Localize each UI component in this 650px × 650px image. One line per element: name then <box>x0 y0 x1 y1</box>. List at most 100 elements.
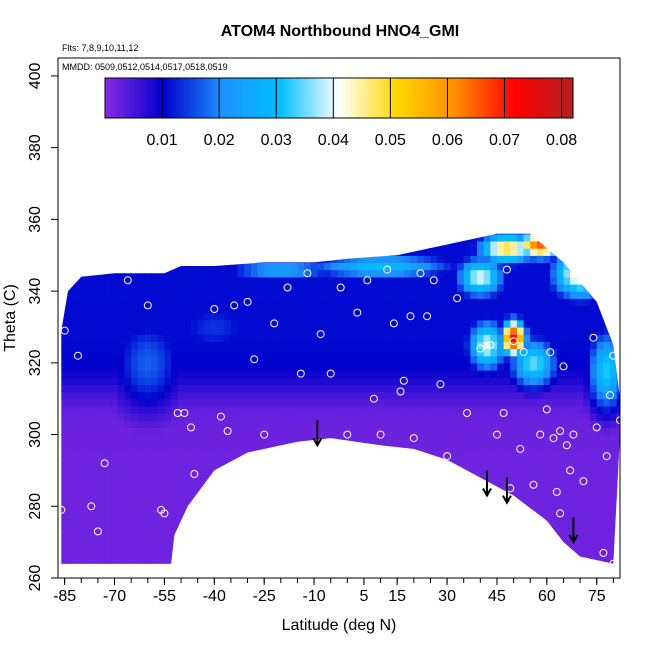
heatmap-cell <box>430 269 438 278</box>
heatmap-cell <box>111 398 119 407</box>
heatmap-cell <box>164 348 172 357</box>
heatmap-cell <box>576 298 585 307</box>
heatmap-cell <box>111 448 119 457</box>
heatmap-cell <box>211 441 219 450</box>
heatmap-cell <box>437 348 445 357</box>
heatmap-cell <box>111 420 119 428</box>
heatmap-cell <box>137 463 146 471</box>
observation-point <box>556 509 565 518</box>
heatmap-cell <box>463 441 471 450</box>
heatmap-cell <box>117 398 126 407</box>
heatmap-cell <box>237 305 245 314</box>
heatmap-cell <box>177 348 185 357</box>
heatmap-cell <box>324 305 332 314</box>
heatmap-cell <box>463 370 471 378</box>
heatmap-cell <box>284 305 292 314</box>
heatmap-cell <box>164 556 172 564</box>
heatmap-cell <box>337 405 345 414</box>
heatmap-cell <box>510 283 518 292</box>
heatmap-cell <box>191 348 199 357</box>
heatmap-cell <box>297 262 305 271</box>
heatmap-cell <box>204 362 212 371</box>
heatmap-cell <box>583 420 591 428</box>
heatmap-cell <box>377 420 385 428</box>
heatmap-cell <box>410 384 418 393</box>
heatmap-cell <box>151 491 159 500</box>
heatmap-cell <box>157 334 166 342</box>
heatmap-cell <box>390 255 398 263</box>
heatmap-cell <box>264 420 272 428</box>
heatmap-cell <box>104 319 112 328</box>
heatmap-cell <box>437 405 445 414</box>
heatmap-cell <box>217 298 225 307</box>
observation-point <box>529 480 538 489</box>
heatmap-cell <box>583 527 591 536</box>
heatmap-cell <box>78 362 86 371</box>
heatmap-cell <box>590 420 598 428</box>
heatmap-cell <box>503 305 511 314</box>
heatmap-cell <box>550 463 558 471</box>
heatmap-cell <box>144 434 152 443</box>
heatmap-cell <box>543 362 551 371</box>
heatmap-cell <box>277 334 285 342</box>
heatmap-cell <box>124 362 132 371</box>
heatmap-cell <box>137 276 146 285</box>
heatmap-cell <box>383 362 392 371</box>
observation-point <box>423 312 432 321</box>
heatmap-cell <box>536 291 545 299</box>
heatmap-cell <box>397 355 405 364</box>
heatmap-cell <box>596 441 604 450</box>
heatmap-cell <box>177 370 185 378</box>
heatmap-cell <box>270 327 279 335</box>
heatmap-cell <box>603 520 611 529</box>
heatmap-cell <box>277 384 285 393</box>
heatmap-cell <box>556 262 565 271</box>
heatmap-cell <box>84 506 92 515</box>
heatmap-cell <box>137 391 146 400</box>
heatmap-cell <box>91 477 99 486</box>
heatmap-cell <box>284 291 292 299</box>
heatmap-cell <box>350 334 358 342</box>
heatmap-cell <box>583 370 591 378</box>
heatmap-cell <box>510 312 518 321</box>
heatmap-cell <box>84 470 92 479</box>
heatmap-cell <box>204 441 212 450</box>
heatmap-cell <box>370 276 378 285</box>
colorbar-segment <box>204 78 208 118</box>
heatmap-cell <box>536 420 545 428</box>
heatmap-cell <box>383 312 392 321</box>
heatmap-cell <box>304 276 312 285</box>
heatmap-cell <box>131 312 139 321</box>
heatmap-cell <box>71 535 79 543</box>
heatmap-cell <box>290 319 299 328</box>
heatmap-cell <box>64 434 72 443</box>
heatmap-cell <box>277 283 285 292</box>
heatmap-cell <box>264 355 272 364</box>
dates-label: MMDD: 0509,0512,0514,0517,0518,0519 <box>62 62 228 72</box>
heatmap-cell <box>91 312 99 321</box>
heatmap-cell <box>603 463 611 471</box>
heatmap-cell <box>610 470 618 479</box>
heatmap-cell <box>563 470 571 479</box>
heatmap-cell <box>157 398 166 407</box>
heatmap-cell <box>403 398 412 407</box>
heatmap-cell <box>257 334 265 342</box>
heatmap-cell <box>257 384 265 393</box>
heatmap-cell <box>171 405 179 414</box>
heatmap-cell <box>596 334 604 342</box>
heatmap-cell <box>230 348 239 357</box>
heatmap-cell <box>61 434 66 443</box>
heatmap-cell <box>184 463 192 471</box>
colorbar-segment <box>339 78 343 118</box>
heatmap-cell <box>596 556 604 564</box>
heatmap-cell <box>191 405 199 414</box>
heatmap-cell <box>211 427 219 436</box>
heatmap-cell <box>543 413 551 421</box>
heatmap-cell <box>144 327 152 335</box>
heatmap-cell <box>390 405 398 414</box>
heatmap-cell <box>516 405 525 414</box>
heatmap-cell <box>550 334 558 342</box>
heatmap-cell <box>357 413 365 421</box>
heatmap-cell <box>477 298 485 307</box>
heatmap-cell <box>177 398 185 407</box>
